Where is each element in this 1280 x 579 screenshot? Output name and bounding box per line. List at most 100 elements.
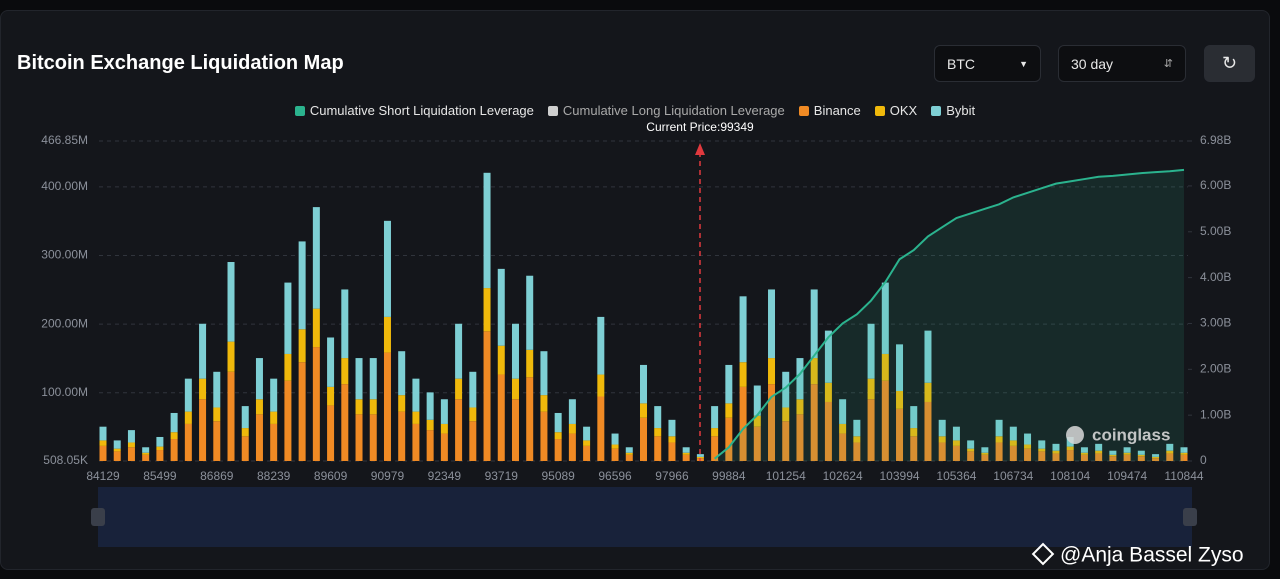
bar-segment (554, 432, 562, 440)
legend-item[interactable]: Cumulative Short Liquidation Leverage (294, 103, 534, 118)
bar-segment (568, 399, 576, 424)
bar-segment (1009, 445, 1017, 461)
legend-swatch (874, 105, 885, 116)
bar-segment (810, 384, 818, 461)
bar-segment (568, 433, 576, 461)
bar-segment (881, 380, 889, 461)
bar-segment (611, 444, 619, 449)
bar-segment (597, 396, 605, 461)
bar-segment (284, 353, 292, 381)
bar-segment (1166, 453, 1174, 461)
bar-segment (967, 440, 975, 449)
bar-segment (156, 446, 164, 451)
bar-segment (526, 377, 534, 461)
legend: Cumulative Short Liquidation Leverage Cum… (0, 103, 1270, 118)
range-slider[interactable] (98, 487, 1192, 547)
bar-segment (867, 399, 875, 461)
bar-segment (526, 275, 534, 350)
bar-segment (355, 358, 363, 400)
bar-segment (113, 448, 121, 452)
symbol-select[interactable]: BTC ▼ (934, 45, 1041, 82)
y-tick-label: 200.00M (41, 316, 88, 330)
bar-segment (668, 419, 676, 437)
watermark: coinglass (1066, 425, 1170, 444)
bar-segment (1109, 450, 1117, 455)
x-tick-label: 86869 (200, 469, 234, 483)
bar-segment (839, 399, 847, 424)
refresh-button[interactable]: ↻ (1204, 45, 1255, 82)
bar-segment (867, 323, 875, 379)
bar-segment (995, 419, 1003, 437)
legend-swatch (547, 105, 558, 116)
bar-segment (654, 436, 662, 461)
slider-handle[interactable] (91, 508, 105, 526)
legend-item[interactable]: Binance (798, 103, 861, 118)
slider-handle[interactable] (1183, 508, 1197, 526)
bar-segment (213, 407, 221, 422)
bar-segment (298, 362, 306, 461)
legend-item[interactable]: Cumulative Long Liquidation Leverage (547, 103, 785, 118)
bar-segment (654, 428, 662, 437)
bar-segment (383, 352, 391, 461)
bar-segment (355, 414, 363, 461)
bar-segment (127, 447, 135, 461)
bar-segment (682, 447, 690, 453)
bar-segment (398, 395, 406, 412)
bar-segment (327, 405, 335, 461)
bar-segment (369, 414, 377, 461)
bar-segment (625, 454, 633, 461)
line (713, 168, 1185, 460)
bar-segment (867, 378, 875, 400)
bar-segment (312, 207, 320, 309)
bar-segment (398, 351, 406, 396)
bar-segment (383, 220, 391, 317)
bar-segment (1052, 450, 1060, 454)
bar-segment (1137, 450, 1145, 455)
bar-segment (113, 440, 121, 449)
bar-segment (255, 358, 263, 400)
y2-tick-label: 6.00B (1200, 178, 1231, 192)
bar-segment (312, 347, 320, 461)
legend-item[interactable]: OKX (874, 103, 917, 118)
y2-tick-label: 4.00B (1200, 270, 1231, 284)
x-tick-label: 99884 (712, 469, 746, 483)
bar-segment (1152, 454, 1160, 457)
bar-segment (824, 330, 832, 383)
bar-segment (554, 439, 562, 461)
bar-segment (227, 341, 235, 372)
x-tick-label: 101254 (766, 469, 806, 483)
bar-segment (99, 440, 107, 446)
bar-segment (327, 386, 335, 406)
x-tick-label: 88239 (257, 469, 291, 483)
x-tick-label: 108104 (1050, 469, 1090, 483)
bar-segment (668, 442, 676, 461)
bar-segment (213, 421, 221, 461)
bar-segment (1066, 450, 1074, 461)
bar-segment (142, 454, 150, 461)
legend-item[interactable]: Bybit (931, 103, 975, 118)
bar-segment (1137, 456, 1145, 461)
bar-segment (696, 454, 704, 457)
bar-segment (938, 436, 946, 443)
bar-segment (312, 308, 320, 348)
bar-segment (796, 414, 804, 461)
bar-segment (896, 408, 904, 461)
bar-segment (824, 382, 832, 402)
x-tick-label: 89609 (314, 469, 348, 483)
bar-segment (725, 364, 733, 404)
bar-segment (1180, 454, 1188, 461)
bar-segment (199, 378, 207, 400)
bar-segment (298, 241, 306, 330)
watermark-text: coinglass (1092, 425, 1170, 444)
bar-segment (497, 268, 505, 346)
y2-tick-label: 6.98B (1200, 133, 1231, 147)
bar-segment (1095, 443, 1103, 451)
period-select[interactable]: 30 day ⇵ (1058, 45, 1186, 82)
bar-segment (1024, 444, 1032, 449)
bar-segment (782, 407, 790, 422)
bar-segment (583, 426, 591, 441)
bar-segment (540, 411, 548, 461)
bar-segment (511, 378, 519, 400)
bar-segment (753, 385, 761, 416)
